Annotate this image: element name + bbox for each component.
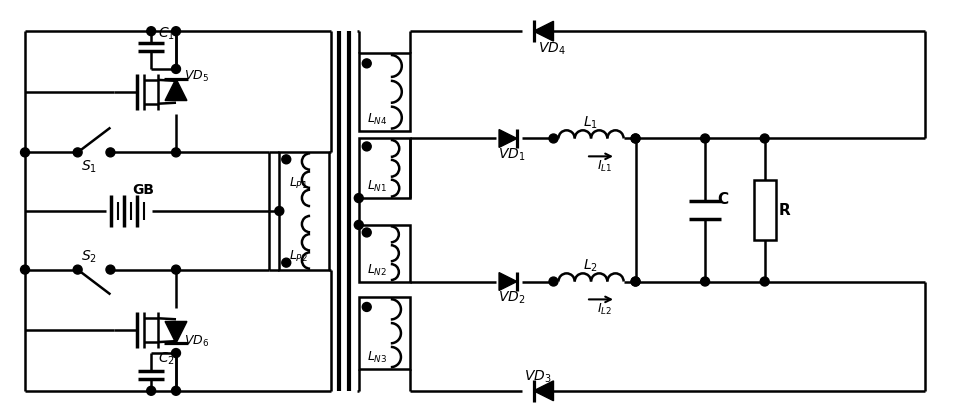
Circle shape bbox=[73, 265, 82, 274]
Circle shape bbox=[106, 265, 114, 274]
Text: $I_{L2}$: $I_{L2}$ bbox=[597, 302, 612, 318]
Text: $L_{N4}$: $L_{N4}$ bbox=[366, 112, 387, 127]
Circle shape bbox=[362, 59, 371, 68]
Text: GB: GB bbox=[132, 183, 154, 197]
Circle shape bbox=[147, 386, 155, 395]
Circle shape bbox=[21, 148, 30, 157]
Polygon shape bbox=[165, 79, 187, 100]
Polygon shape bbox=[498, 273, 517, 291]
Circle shape bbox=[172, 27, 180, 36]
Bar bbox=[358, 53, 410, 131]
Bar bbox=[753, 180, 775, 240]
Circle shape bbox=[362, 302, 371, 311]
Circle shape bbox=[760, 134, 768, 143]
Text: $L_{P2}$: $L_{P2}$ bbox=[289, 249, 308, 264]
Text: $VD_4$: $VD_4$ bbox=[537, 41, 565, 58]
Text: $L_{N3}$: $L_{N3}$ bbox=[366, 350, 387, 365]
Text: $VD_2$: $VD_2$ bbox=[497, 289, 525, 306]
Text: $L_{P1}$: $L_{P1}$ bbox=[289, 176, 308, 191]
Bar bbox=[358, 297, 410, 369]
Text: $C_2$: $C_2$ bbox=[158, 351, 174, 368]
Text: R: R bbox=[778, 202, 789, 218]
Circle shape bbox=[172, 265, 180, 274]
Text: $L_1$: $L_1$ bbox=[582, 115, 598, 131]
Circle shape bbox=[631, 277, 639, 286]
Text: $C_1$: $C_1$ bbox=[158, 25, 175, 42]
Circle shape bbox=[73, 148, 82, 157]
Polygon shape bbox=[533, 21, 553, 41]
Circle shape bbox=[700, 134, 709, 143]
Circle shape bbox=[548, 277, 558, 286]
Bar bbox=[279, 152, 329, 270]
Circle shape bbox=[700, 277, 709, 286]
Circle shape bbox=[631, 134, 639, 143]
Text: $S_2$: $S_2$ bbox=[81, 249, 96, 265]
Text: $I_{L1}$: $I_{L1}$ bbox=[597, 159, 612, 174]
Circle shape bbox=[631, 134, 639, 143]
Circle shape bbox=[631, 277, 639, 286]
Circle shape bbox=[362, 228, 371, 237]
Circle shape bbox=[274, 207, 283, 215]
Text: $VD_1$: $VD_1$ bbox=[497, 146, 525, 163]
Text: $L_{N2}$: $L_{N2}$ bbox=[366, 262, 387, 278]
Text: $VD_3$: $VD_3$ bbox=[523, 369, 551, 385]
Circle shape bbox=[172, 64, 180, 74]
Circle shape bbox=[548, 134, 558, 143]
Polygon shape bbox=[498, 129, 517, 147]
Circle shape bbox=[362, 142, 371, 151]
Text: $VD_6$: $VD_6$ bbox=[184, 334, 209, 349]
Text: $L_2$: $L_2$ bbox=[582, 257, 598, 274]
Polygon shape bbox=[165, 321, 187, 343]
Bar bbox=[358, 139, 410, 198]
Circle shape bbox=[172, 148, 180, 157]
Bar bbox=[358, 225, 410, 281]
Circle shape bbox=[172, 386, 180, 395]
Text: $S_1$: $S_1$ bbox=[81, 158, 96, 175]
Circle shape bbox=[354, 220, 363, 229]
Circle shape bbox=[354, 194, 363, 202]
Text: C: C bbox=[717, 192, 727, 207]
Circle shape bbox=[147, 27, 155, 36]
Circle shape bbox=[21, 265, 30, 274]
Circle shape bbox=[281, 258, 291, 267]
Circle shape bbox=[760, 277, 768, 286]
Circle shape bbox=[281, 155, 291, 164]
Polygon shape bbox=[533, 381, 553, 401]
Circle shape bbox=[106, 148, 114, 157]
Text: $VD_5$: $VD_5$ bbox=[184, 69, 209, 84]
Text: $L_{N1}$: $L_{N1}$ bbox=[366, 179, 387, 194]
Circle shape bbox=[172, 349, 180, 357]
